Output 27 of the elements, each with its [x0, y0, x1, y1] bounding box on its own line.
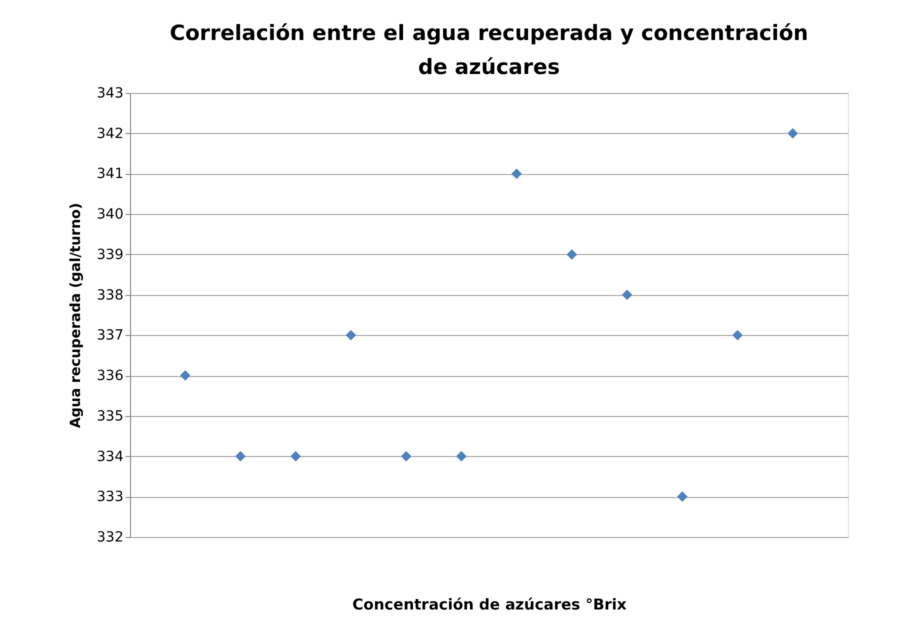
y-tick-label: 339: [96, 246, 124, 263]
point: [511, 168, 522, 179]
y-axis-title: Agua recuperada (gal/turno): [68, 202, 84, 428]
y-tick-label: 341: [96, 166, 124, 182]
x-axis-title: Concentración de azúcares °Brix: [352, 596, 627, 614]
y-tick-label: 332: [96, 530, 124, 546]
point: [622, 290, 632, 300]
y-tick-label: 338: [96, 287, 124, 304]
point: [400, 451, 412, 462]
y-tick-label: 335: [96, 408, 124, 424]
y-tick-label: 343: [96, 86, 124, 102]
chart-title: Correlación entre el agua recuperada y concentración de azúcares: [170, 21, 808, 79]
point: [566, 249, 578, 260]
y-tick-label: 337: [96, 328, 124, 344]
y-tick-label: 336: [96, 368, 124, 384]
y-tick-label: 340: [96, 206, 124, 223]
point: [290, 451, 301, 462]
point: [180, 370, 190, 381]
y-tick-label: 342: [96, 126, 124, 142]
point: [456, 451, 467, 462]
point: [732, 330, 743, 340]
point: [235, 451, 246, 462]
point: [677, 491, 688, 502]
y-tick-label: 334: [96, 448, 124, 465]
point: [346, 330, 356, 340]
point: [788, 128, 798, 139]
y-tick-label: 333: [96, 489, 124, 506]
